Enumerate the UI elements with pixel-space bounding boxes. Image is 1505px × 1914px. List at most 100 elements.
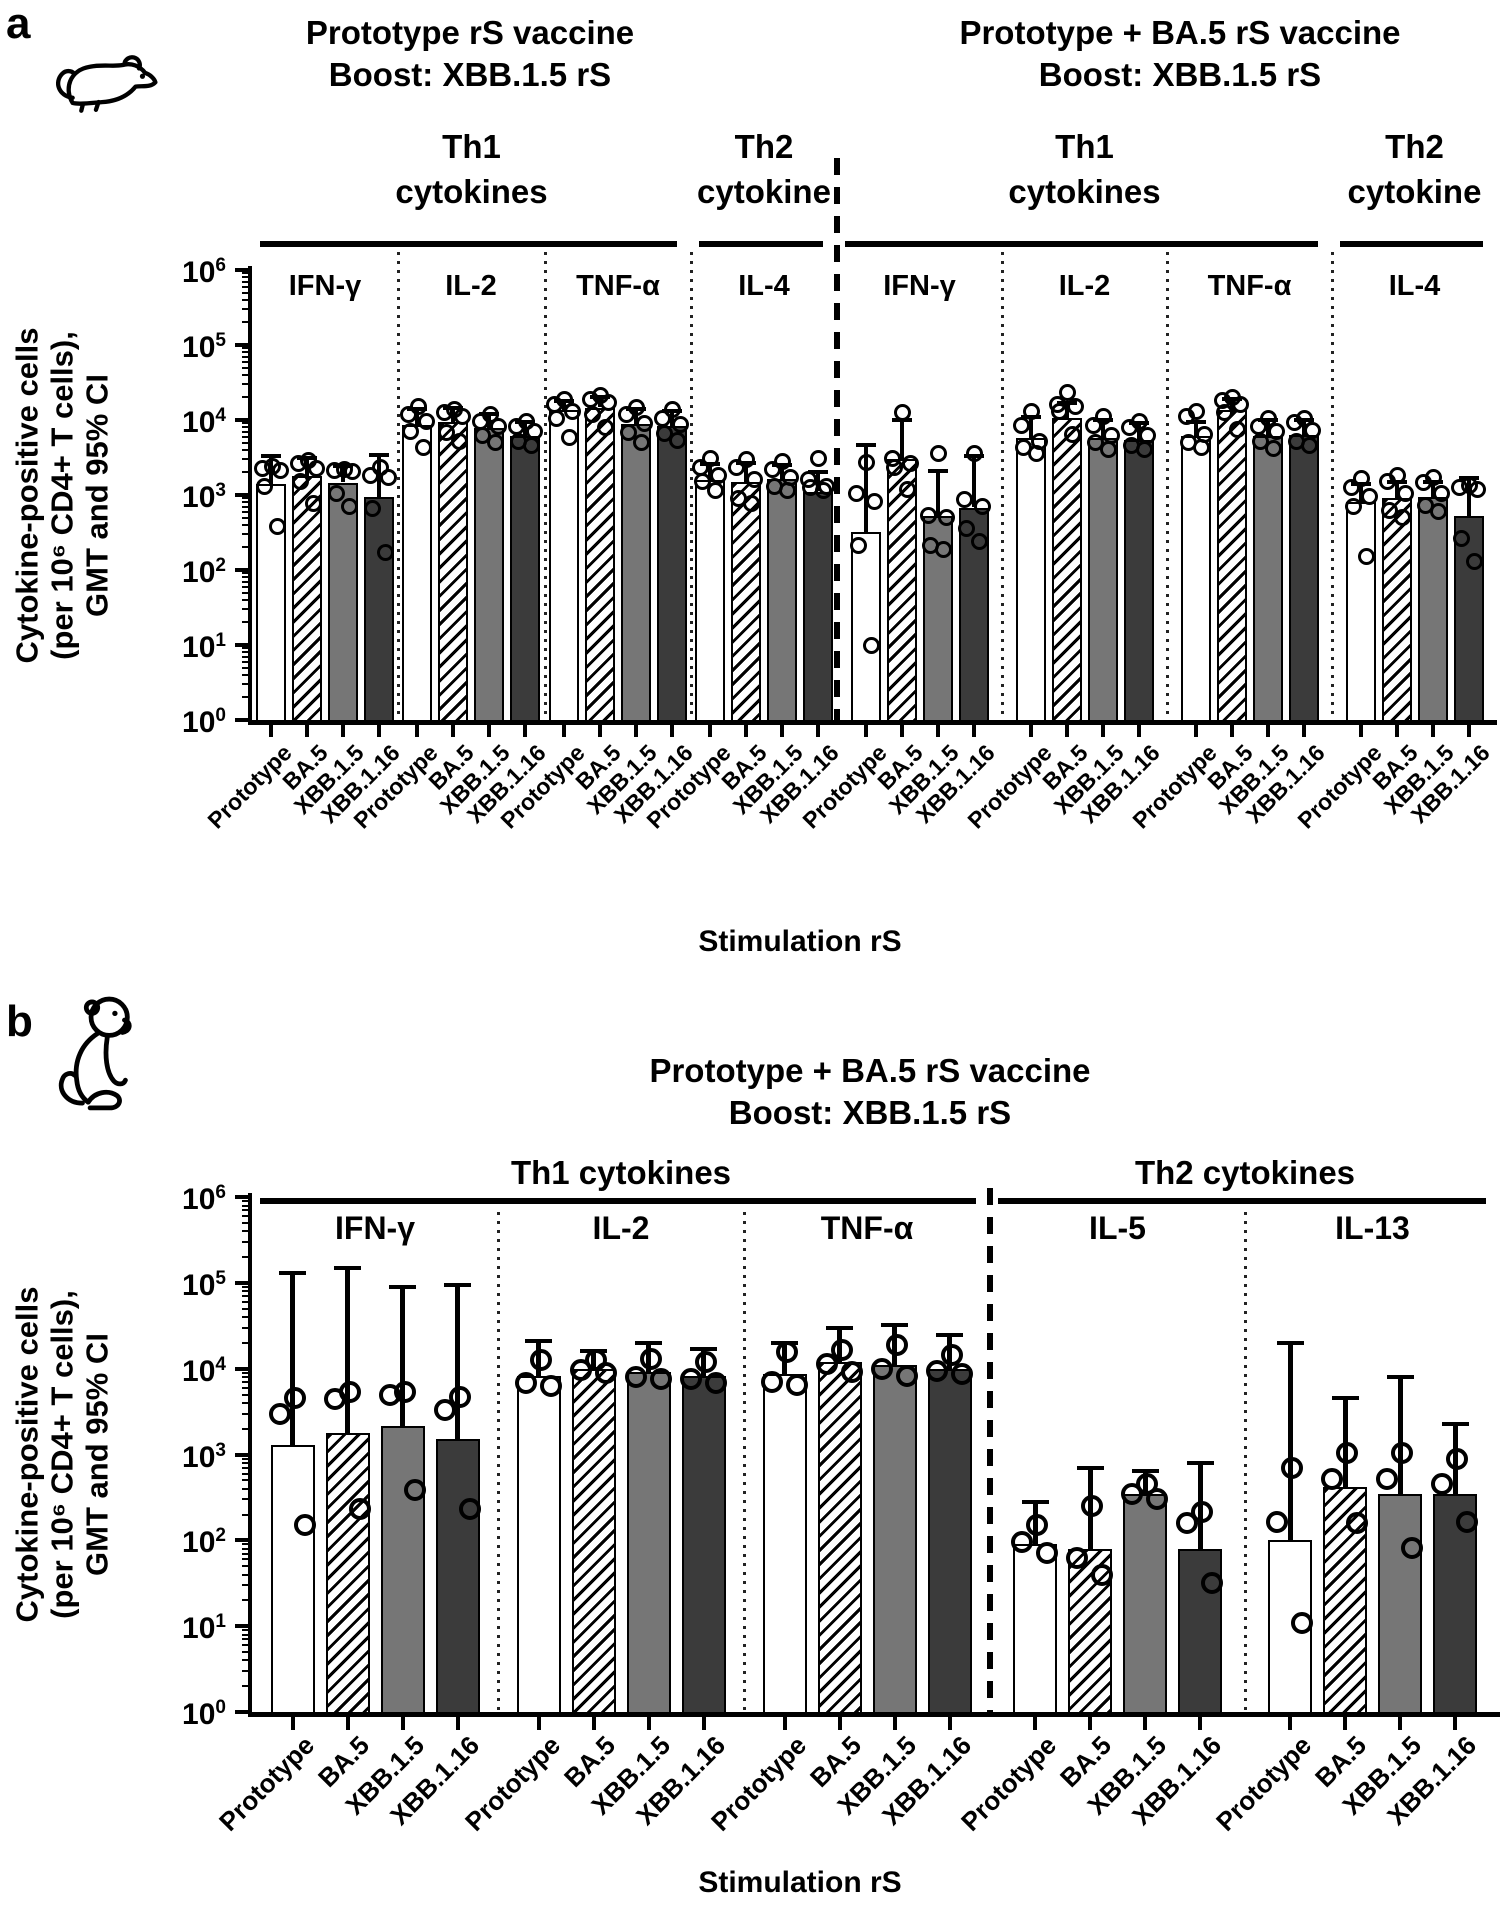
y-axis-line (248, 1193, 252, 1716)
section-label: Th1 cytokines (395, 128, 548, 210)
error-bar (780, 465, 784, 479)
data-point (1201, 1572, 1223, 1594)
x-tick (1033, 1717, 1037, 1730)
y-minor-tick (242, 621, 249, 623)
data-point (1193, 439, 1210, 456)
data-point (1265, 440, 1282, 457)
y-minor-tick (242, 651, 249, 653)
data-point (1095, 408, 1112, 425)
data-point (1059, 384, 1076, 401)
data-point (272, 462, 289, 479)
y-minor-tick (242, 608, 249, 610)
bar-prototype (1346, 502, 1376, 722)
error-bar (936, 471, 940, 516)
panel-b-letter: b (6, 997, 33, 1046)
data-point (292, 473, 309, 490)
data-point (597, 419, 614, 436)
bar-xbb.1.16 (682, 1376, 726, 1714)
x-tick (780, 725, 784, 737)
y-minor-tick (242, 1316, 249, 1318)
bar-xbb.1.16 (1124, 440, 1154, 722)
data-point (951, 1363, 973, 1385)
y-minor-tick (242, 1651, 249, 1653)
data-point (974, 498, 991, 515)
panel-a-letter: a (6, 0, 31, 48)
y-minor-tick (242, 1286, 249, 1288)
section-label: Th2 cytokine (1347, 128, 1482, 210)
data-point (866, 493, 883, 510)
data-point (254, 460, 271, 477)
x-tick (1398, 1717, 1402, 1730)
y-minor-tick (242, 1473, 249, 1475)
error-bar (972, 456, 976, 507)
y-minor-tick (242, 356, 249, 358)
x-tick (523, 725, 527, 737)
data-point (1176, 1512, 1198, 1534)
y-minor-tick (242, 1376, 249, 1378)
y-minor-tick (242, 1256, 249, 1258)
y-minor-tick (242, 1479, 249, 1481)
bar-xbb.1.16 (928, 1369, 972, 1714)
y-minor-tick (242, 1428, 249, 1430)
data-point (434, 1399, 456, 1421)
x-tick (948, 1717, 952, 1730)
bar-prototype (402, 425, 432, 722)
x-tick (1343, 1717, 1347, 1730)
y-minor-tick (242, 517, 249, 519)
bar-ba.5 (818, 1362, 862, 1714)
y-minor-tick (242, 396, 249, 398)
bar-ba.5 (1323, 1487, 1367, 1714)
data-point (1146, 1488, 1168, 1510)
error-bar-cap (1077, 1466, 1104, 1470)
y-axis-label-line: Cytokine-positive cells (9, 327, 45, 664)
y-minor-tick (242, 1514, 249, 1516)
error-bar (415, 409, 419, 425)
x-tick (900, 725, 904, 737)
panel-a-right-title: Prototype + BA.5 rS vaccine Boost: XBB.1… (880, 12, 1480, 96)
data-point (810, 450, 827, 467)
y-minor-tick (242, 1462, 249, 1464)
y-minor-tick (242, 656, 249, 658)
cytokine-divider (1244, 1212, 1247, 1712)
data-point (570, 1359, 592, 1381)
bar-ba.5 (326, 1433, 370, 1714)
y-major-tick (235, 418, 248, 422)
error-bar-cap (1187, 1461, 1214, 1465)
x-tick (1266, 725, 1270, 737)
data-point (377, 544, 394, 561)
x-axis-line (248, 720, 1497, 725)
data-point (438, 424, 455, 441)
y-minor-tick (242, 696, 249, 698)
y-minor-tick (242, 546, 249, 548)
y-minor-tick (242, 292, 249, 294)
y-minor-tick (242, 374, 249, 376)
data-point (1100, 441, 1117, 458)
data-point (1401, 1537, 1423, 1559)
x-tick (269, 725, 273, 737)
bar-xbb.1.16 (364, 497, 394, 722)
bar-xbb.1.5 (873, 1365, 917, 1714)
bar-prototype (1016, 438, 1046, 722)
data-point (636, 415, 653, 432)
y-minor-tick (242, 1548, 249, 1550)
x-tick (1198, 1717, 1202, 1730)
bar-ba.5 (292, 476, 322, 722)
bar-xbb.1.16 (657, 426, 687, 722)
y-minor-tick (242, 276, 249, 278)
data-point (451, 433, 468, 450)
bar-xbb.1.16 (1289, 435, 1319, 722)
y-minor-tick (242, 497, 249, 499)
y-minor-tick (242, 599, 249, 601)
y-major-tick (235, 643, 248, 647)
data-point (1431, 1473, 1453, 1495)
data-point (640, 1348, 662, 1370)
vaccine-divider (834, 158, 840, 720)
bar-prototype (695, 480, 725, 722)
data-point (776, 1341, 798, 1363)
data-point (695, 1351, 717, 1373)
y-major-tick (235, 493, 248, 497)
error-bar-cap (936, 1333, 963, 1337)
data-point (871, 1358, 893, 1380)
data-point (815, 482, 832, 499)
x-tick (1065, 725, 1069, 737)
